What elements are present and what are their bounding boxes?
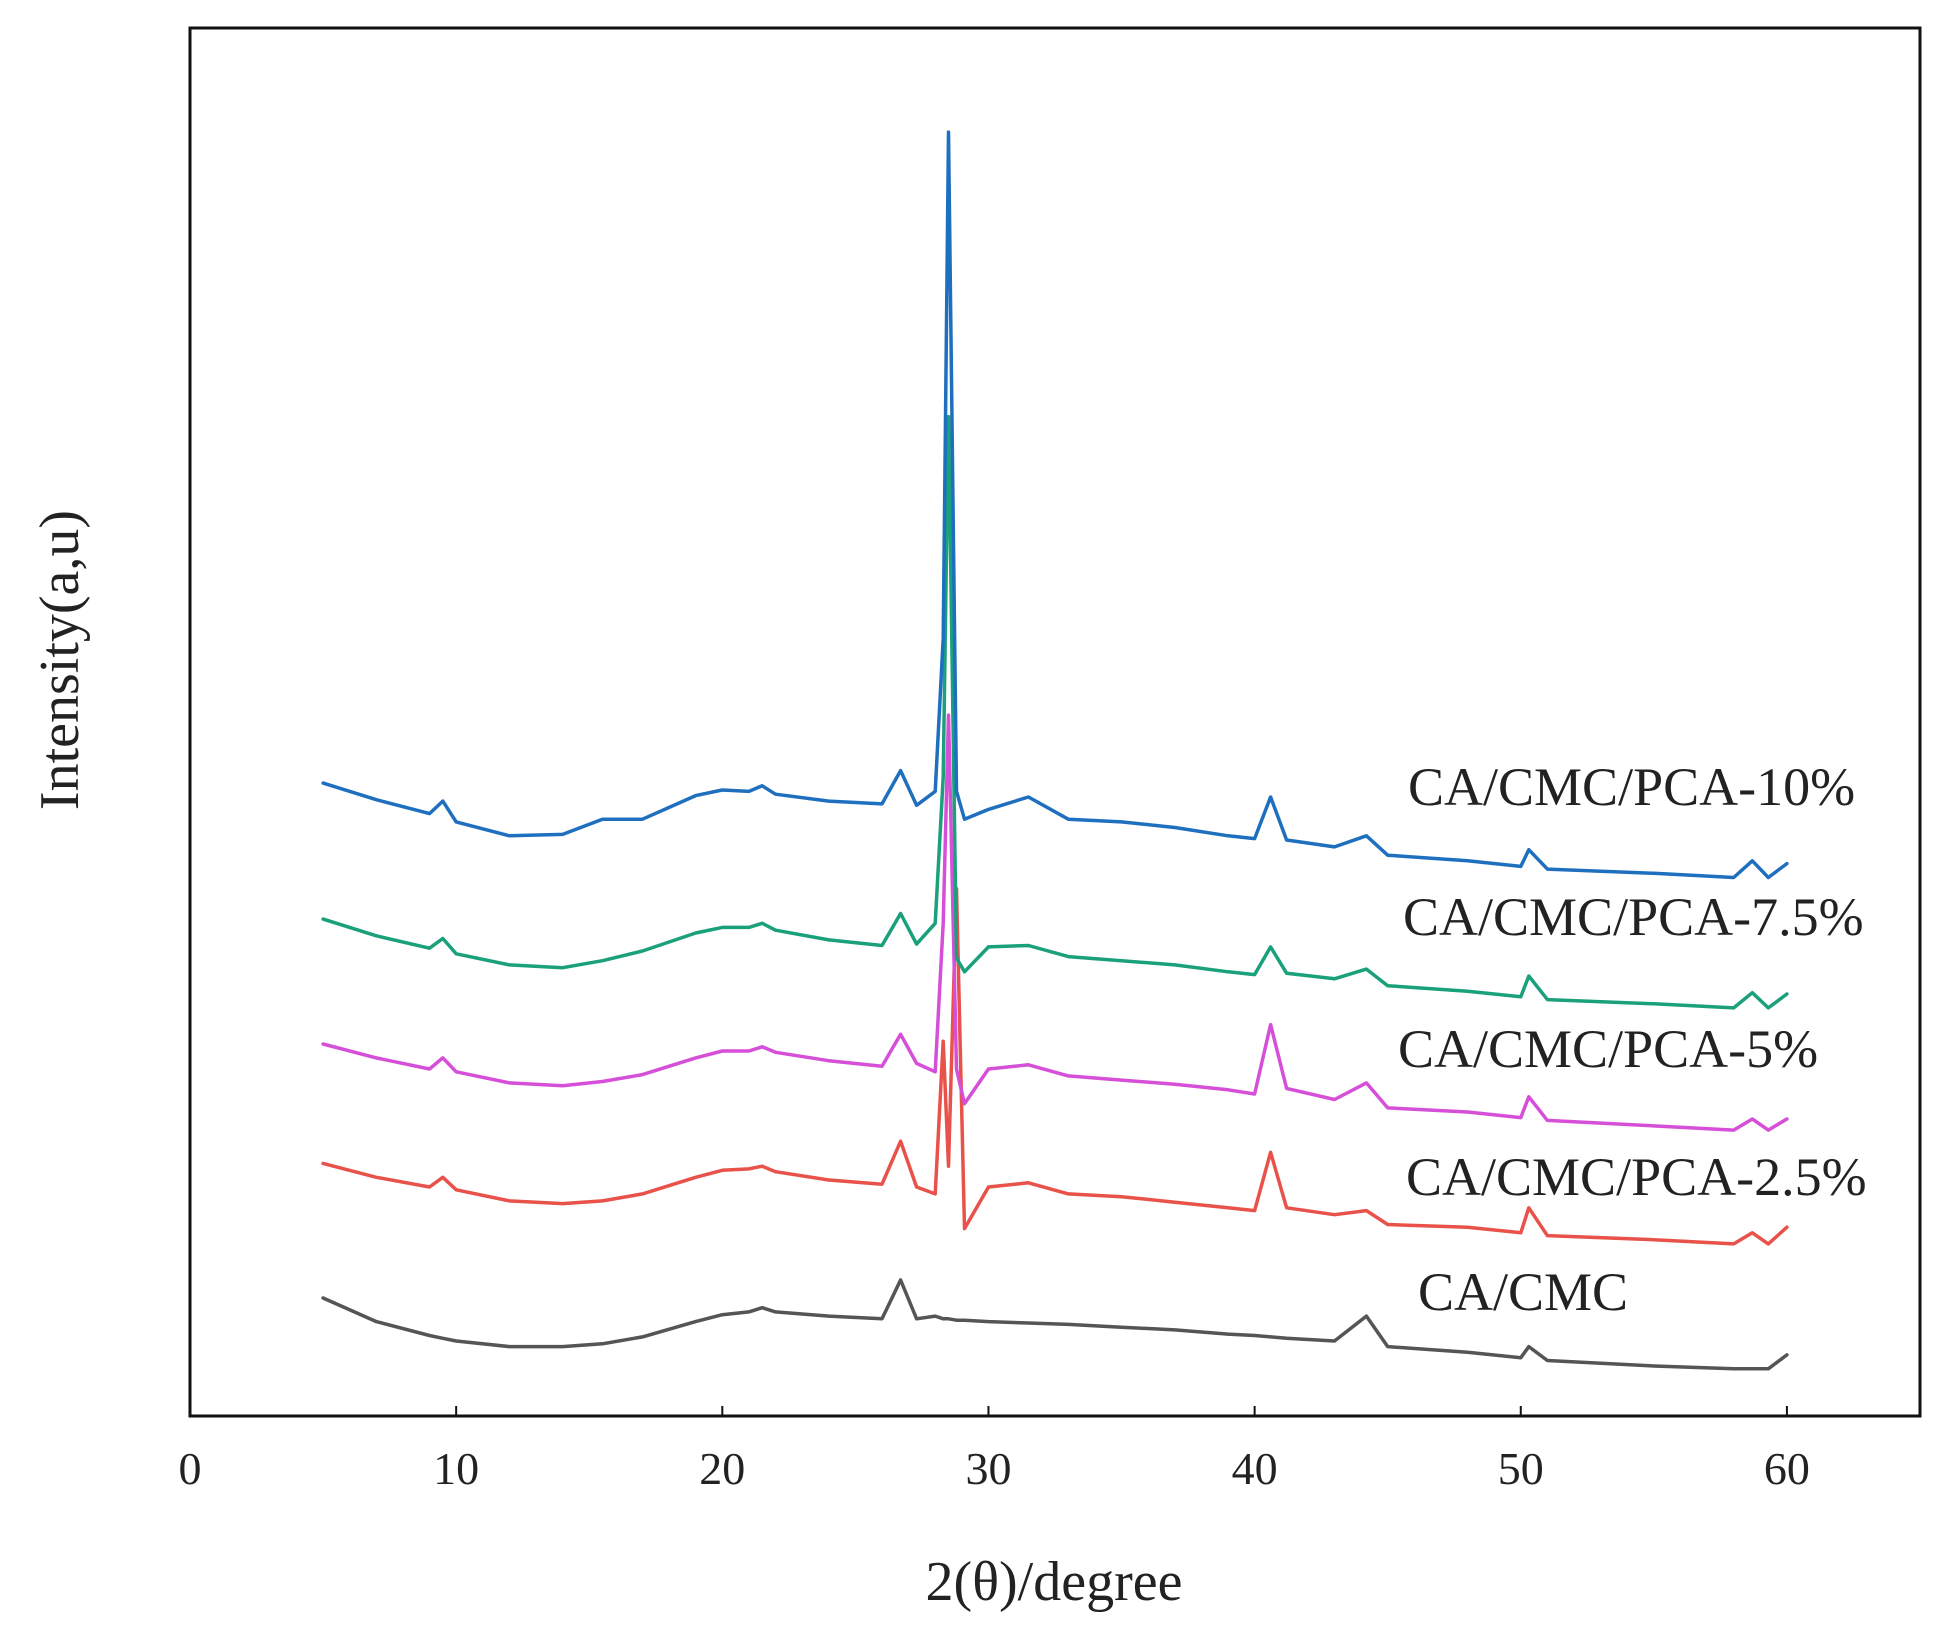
series-labels: CA/CMC/PCA-10% CA/CMC/PCA-7.5% CA/CMC/PC… — [1398, 757, 1867, 1322]
series-line-3 — [321, 414, 1789, 1010]
series-label-pca-5: CA/CMC/PCA-5% — [1398, 1019, 1818, 1079]
series-label-pca-7-5: CA/CMC/PCA-7.5% — [1403, 887, 1864, 947]
series-line-1 — [321, 886, 1789, 1246]
plot-frame — [188, 26, 1922, 1418]
series-label-ca-cmc: CA/CMC — [1418, 1262, 1628, 1322]
x-tick-label-10: 10 — [433, 1443, 479, 1494]
series-line-4 — [321, 130, 1789, 880]
series-group — [321, 130, 1789, 1371]
series-line-0 — [321, 1278, 1789, 1371]
series-label-pca-2-5: CA/CMC/PCA-2.5% — [1406, 1147, 1867, 1207]
x-tick-label-40: 40 — [1232, 1443, 1278, 1494]
x-tick-label-0: 0 — [179, 1443, 202, 1494]
x-axis-ticks: 0 10 20 30 40 50 60 — [179, 1406, 1810, 1494]
series-line-2 — [321, 713, 1789, 1132]
y-axis-title: Intensity(a,u) — [29, 510, 91, 810]
series-label-pca-10: CA/CMC/PCA-10% — [1408, 757, 1855, 817]
x-axis-title: 2(θ)/degree — [926, 1551, 1183, 1613]
x-tick-label-60: 60 — [1764, 1443, 1810, 1494]
x-tick-label-20: 20 — [699, 1443, 745, 1494]
x-tick-label-30: 30 — [965, 1443, 1011, 1494]
x-tick-label-50: 50 — [1498, 1443, 1544, 1494]
